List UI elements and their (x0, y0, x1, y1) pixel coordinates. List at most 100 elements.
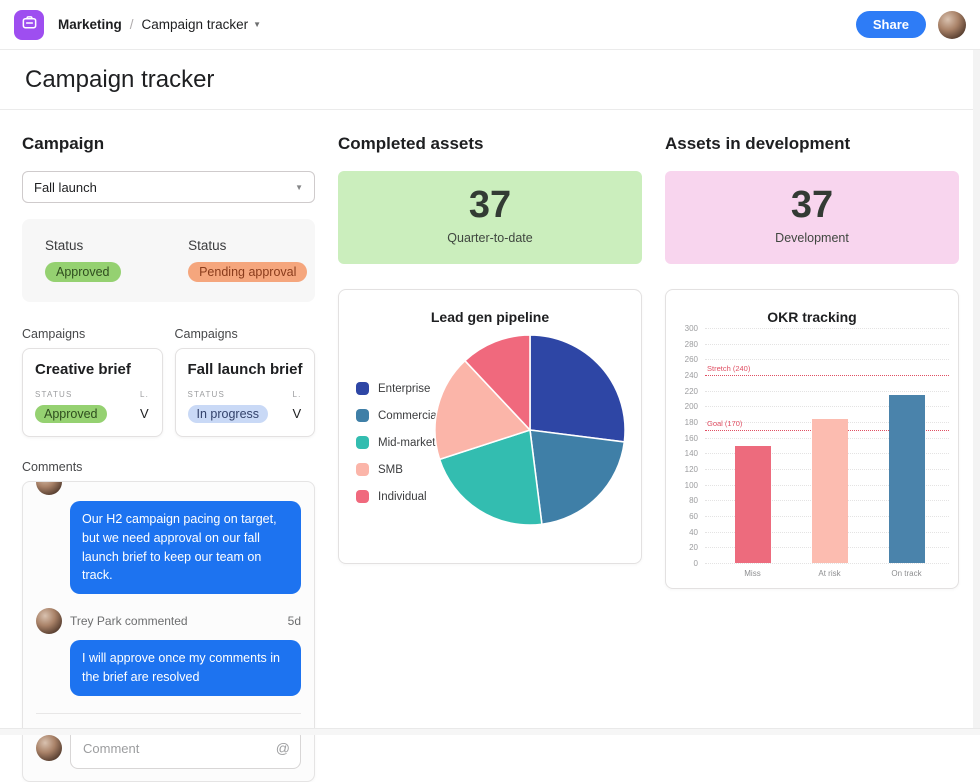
y-tick-label: 20 (689, 543, 698, 553)
status-badge: In progress (187, 405, 269, 423)
chevron-down-icon: ▼ (295, 182, 303, 192)
divider (36, 712, 301, 714)
completed-assets-label: Quarter-to-date (447, 230, 533, 245)
completed-assets-value: 37 (468, 184, 512, 226)
gridline (705, 328, 949, 329)
gridline (705, 343, 949, 345)
app-home-button[interactable] (14, 9, 44, 40)
bar-at-risk (811, 418, 848, 563)
card-group: Campaigns Creative brief STATUS Approved… (22, 327, 163, 437)
assets-in-development-value: 37 (790, 184, 834, 226)
legend-swatch (356, 490, 369, 503)
legend-label: Individual (378, 490, 427, 503)
chevron-down-icon: ▼ (253, 20, 261, 29)
x-category-label: Miss (744, 569, 761, 578)
assets-in-development-heading: Assets in development (665, 134, 851, 153)
legend-swatch (356, 382, 369, 395)
comment-meta: Trey Park commented 5d (36, 608, 301, 634)
completed-assets-heading: Completed assets (338, 134, 484, 153)
comments-card: Our H2 campaign pacing on target, but we… (22, 481, 315, 782)
pie-slice-mid-market (438, 428, 543, 526)
legend-item: Individual (356, 490, 439, 503)
bar-on-track (888, 394, 925, 563)
mention-icon[interactable]: @ (275, 740, 290, 756)
assets-in-development-card: 37 Development (665, 171, 959, 264)
legend-label: Enterprise (378, 382, 431, 395)
y-tick-label: 200 (684, 402, 698, 412)
campaign-select[interactable]: Fall launch ▼ (22, 171, 315, 203)
comments-heading: Comments (22, 460, 83, 474)
legend-swatch (356, 463, 369, 476)
card-title: Fall launch brief (187, 361, 303, 378)
campaign-select-value: Fall launch (34, 179, 97, 195)
breadcrumb: Marketing / Campaign tracker ▼ (58, 17, 261, 32)
avatar (36, 481, 62, 495)
pie-slice-commercial (529, 429, 626, 526)
y-tick-label: 160 (684, 433, 698, 443)
legend-item: Commercial (356, 409, 439, 422)
pie-slice-smb (434, 359, 532, 461)
breadcrumb-project[interactable]: Marketing (58, 17, 122, 32)
dashboard: Campaign Fall launch ▼ Status Approved S… (0, 110, 980, 782)
y-tick-label: 0 (693, 559, 698, 568)
page-title: Campaign tracker (25, 65, 215, 93)
assets-in-development-column: Assets in development 37 Development OKR… (665, 134, 959, 782)
pie-slice-individual (463, 334, 531, 432)
y-tick-label: 80 (689, 496, 698, 506)
status-badge: Approved (45, 262, 121, 282)
campaign-card-fall-launch-brief[interactable]: Fall launch brief STATUS In progress L. … (174, 348, 315, 437)
reference-line-label: Stretch (240) (707, 364, 751, 373)
card-group-label: Campaigns (174, 327, 238, 341)
comment (36, 481, 301, 495)
avatar (36, 608, 62, 634)
legend-item: Mid-market (356, 436, 439, 449)
field-value-truncated: V (140, 406, 149, 421)
y-tick-label: 140 (684, 449, 698, 459)
status-label: Status (45, 238, 84, 253)
y-tick-label: 300 (684, 324, 698, 333)
campaign-column: Campaign Fall launch ▼ Status Approved S… (22, 134, 315, 782)
y-tick-label: 180 (684, 418, 698, 427)
share-button[interactable]: Share (855, 11, 926, 38)
status-badge: Approved (35, 405, 107, 423)
okr-plot: 0 20 40 60 80 100 120 140 160 180 200 220 240 260 280 3… (676, 324, 949, 580)
field-label-truncated: L. (292, 390, 302, 399)
topbar: Marketing / Campaign tracker ▼ Share (0, 0, 980, 50)
legend-swatch (356, 409, 369, 422)
pie-legend: Enterprise Commercial Mid-market SMB Individ… (356, 382, 439, 517)
comment-author: Trey Park commented (70, 614, 188, 628)
user-avatar[interactable] (938, 10, 966, 39)
legend-swatch (356, 436, 369, 449)
breadcrumb-page-label: Campaign tracker (141, 17, 249, 32)
gridline (705, 406, 949, 408)
breadcrumb-separator: / (129, 17, 134, 32)
completed-assets-column: Completed assets 37 Quarter-to-date Lead… (338, 134, 642, 782)
status-badge: Pending approval (188, 262, 308, 282)
reference-line-label: Goal (170) (707, 418, 743, 428)
reference-line (705, 375, 949, 376)
titlebar: Campaign tracker (0, 50, 980, 110)
comment-bubble: I will approve once my comments in the b… (70, 640, 301, 696)
card-title: Creative brief (35, 361, 131, 378)
x-category-label: At risk (818, 569, 841, 578)
completed-assets-card: 37 Quarter-to-date (338, 171, 642, 264)
lead-gen-pie (434, 334, 626, 526)
briefcase-icon (21, 14, 38, 36)
status-panel: Status Approved Status Pending approval (22, 219, 315, 302)
field-label: STATUS (187, 390, 226, 399)
pie-chart-title: Lead gen pipeline (430, 309, 550, 325)
window-edge-bottom (0, 728, 980, 735)
card-group: Campaigns Fall launch brief STATUS In pr… (174, 327, 315, 437)
bar-miss (734, 445, 771, 563)
breadcrumb-page-dropdown[interactable]: Campaign tracker ▼ (142, 17, 261, 32)
lead-gen-pipeline-card: Lead gen pipeline Enterprise Commercial Mi… (338, 289, 642, 564)
status-block: Status Approved (45, 238, 188, 282)
avatar (36, 735, 62, 761)
gridline (705, 390, 949, 392)
comment-timestamp: 5d (287, 614, 301, 628)
y-tick-label: 220 (684, 386, 698, 396)
gridline (705, 563, 949, 564)
campaign-card-creative-brief[interactable]: Creative brief STATUS Approved L. V (22, 348, 163, 437)
pie-slice-enterprise (529, 334, 626, 443)
field-label-truncated: L. (140, 390, 150, 399)
